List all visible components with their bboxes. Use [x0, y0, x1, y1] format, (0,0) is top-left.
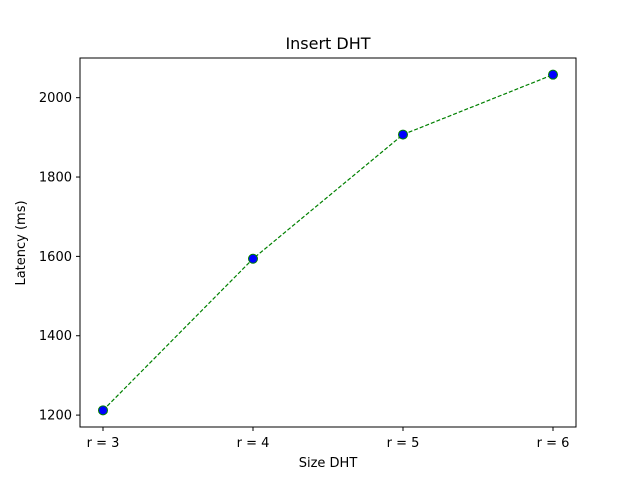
y-tick-label: 1800	[39, 171, 72, 186]
series-line	[102, 74, 554, 411]
y-tick-label: 1200	[39, 409, 72, 424]
chart-title: Insert DHT	[285, 34, 370, 53]
data-point	[398, 129, 408, 140]
data-point	[548, 69, 558, 80]
axes-frame	[79, 57, 577, 428]
x-tick-label: r = 3	[87, 436, 120, 451]
y-tick-label: 2000	[39, 91, 72, 106]
x-tick-label: r = 4	[237, 436, 270, 451]
y-tick-label: 1600	[39, 250, 72, 265]
y-tick-label: 1400	[39, 329, 72, 344]
y-axis-title: Latency (ms)	[14, 200, 29, 285]
plot-area: 1200 1400 1600 1800 2000 r = 3 r = 4 r = 5 r = 6	[39, 57, 577, 451]
x-tick-label: r = 6	[537, 436, 570, 451]
data-point	[98, 405, 108, 416]
x-axis-title: Size DHT	[299, 456, 358, 471]
data-point	[248, 253, 258, 264]
x-tick-label: r = 5	[387, 436, 420, 451]
